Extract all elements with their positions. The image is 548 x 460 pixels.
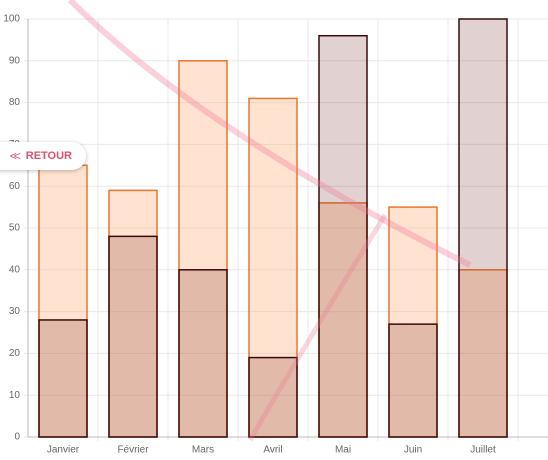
- bar: [38, 319, 88, 438]
- decor-streak: [247, 213, 388, 442]
- x-tick-label: Mai: [335, 445, 351, 456]
- bar: [318, 34, 368, 438]
- y-tick-label: 80: [9, 97, 21, 108]
- back-label: RETOUR: [25, 150, 72, 162]
- x-tick-label: Janvier: [47, 445, 80, 456]
- bar: [248, 356, 298, 438]
- y-tick-label: 50: [9, 223, 21, 234]
- bar: [388, 206, 438, 438]
- y-tick-label: 90: [9, 55, 21, 66]
- bar: [458, 18, 508, 438]
- y-tick-label: 0: [14, 432, 20, 443]
- bar: [178, 60, 228, 438]
- back-button[interactable]: << RETOUR: [0, 142, 86, 170]
- decor-streak: [67, 0, 472, 268]
- back-icon: <<: [9, 149, 21, 163]
- y-tick-label: 10: [9, 390, 21, 401]
- bar: [248, 97, 298, 438]
- x-tick-label: Février: [117, 445, 149, 456]
- x-tick-label: Juin: [404, 445, 422, 456]
- bar: [178, 269, 228, 438]
- y-tick-label: 60: [9, 181, 21, 192]
- x-tick-label: Avril: [263, 445, 282, 456]
- y-tick-label: 30: [9, 306, 21, 317]
- y-tick-label: 100: [3, 14, 20, 25]
- x-tick-label: Juillet: [470, 445, 496, 456]
- y-tick-label: 20: [9, 348, 21, 359]
- y-tick-label: 40: [9, 264, 21, 275]
- x-tick-label: Mars: [192, 445, 214, 456]
- bar: [388, 323, 438, 438]
- bar: [108, 235, 158, 438]
